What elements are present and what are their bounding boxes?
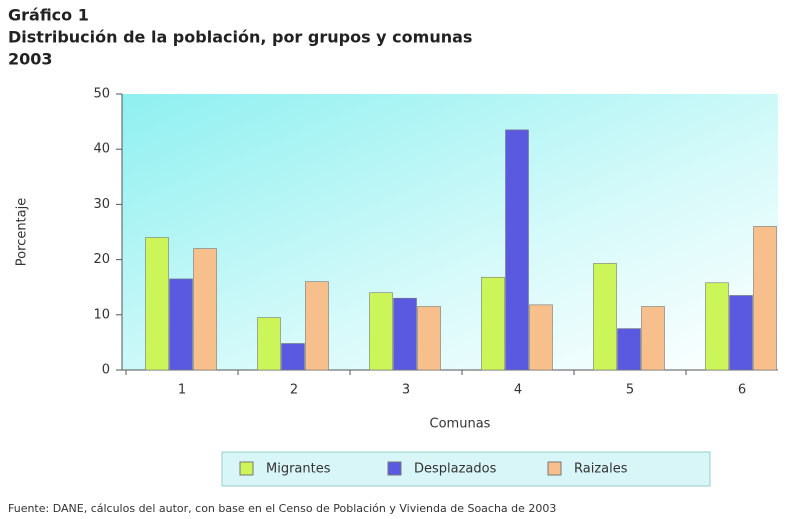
x-axis-label: Comunas	[430, 417, 491, 432]
bar	[281, 343, 305, 371]
bar	[641, 306, 665, 371]
bar	[617, 328, 641, 371]
x-tick-label: 2	[290, 383, 298, 398]
x-tick-label: 5	[626, 383, 634, 398]
bar	[481, 276, 505, 371]
x-tick-label: 6	[738, 383, 746, 398]
legend-label: Migrantes	[266, 462, 331, 477]
bar	[257, 317, 281, 371]
bar	[505, 129, 529, 371]
x-tick-label: 3	[402, 383, 410, 398]
bar	[369, 292, 393, 371]
x-tick-label: 1	[178, 383, 186, 398]
legend-label: Desplazados	[414, 462, 497, 477]
y-axis-label: Porcentaje	[15, 198, 30, 266]
y-tick-label: 40	[93, 142, 110, 157]
bar	[729, 295, 753, 371]
bar	[529, 304, 553, 371]
x-tick-label: 4	[514, 383, 522, 398]
chart-title: Gráfico 1	[8, 6, 89, 25]
bar	[417, 306, 441, 371]
legend-swatch	[239, 461, 254, 476]
bar	[593, 263, 617, 371]
y-tick-label: 0	[102, 363, 110, 378]
legend-label: Raizales	[574, 462, 628, 477]
bar	[305, 281, 329, 371]
y-tick-label: 30	[93, 197, 110, 212]
bar	[393, 297, 417, 371]
bar	[705, 282, 729, 371]
chart-subtitle: Distribución de la población, por grupos…	[8, 28, 472, 47]
legend-swatch	[387, 461, 402, 476]
y-tick-label: 20	[93, 252, 110, 267]
legend	[221, 451, 711, 487]
bar	[193, 248, 217, 371]
source: Fuente: DANE, cálculos del autor, con ba…	[8, 502, 556, 515]
legend-swatch	[547, 461, 562, 476]
y-tick-label: 50	[93, 87, 110, 102]
bar	[169, 278, 193, 371]
plot-area	[122, 94, 778, 370]
y-tick-label: 10	[93, 307, 110, 322]
bar	[145, 237, 169, 371]
chart-year: 2003	[8, 50, 53, 69]
bar	[753, 226, 777, 371]
